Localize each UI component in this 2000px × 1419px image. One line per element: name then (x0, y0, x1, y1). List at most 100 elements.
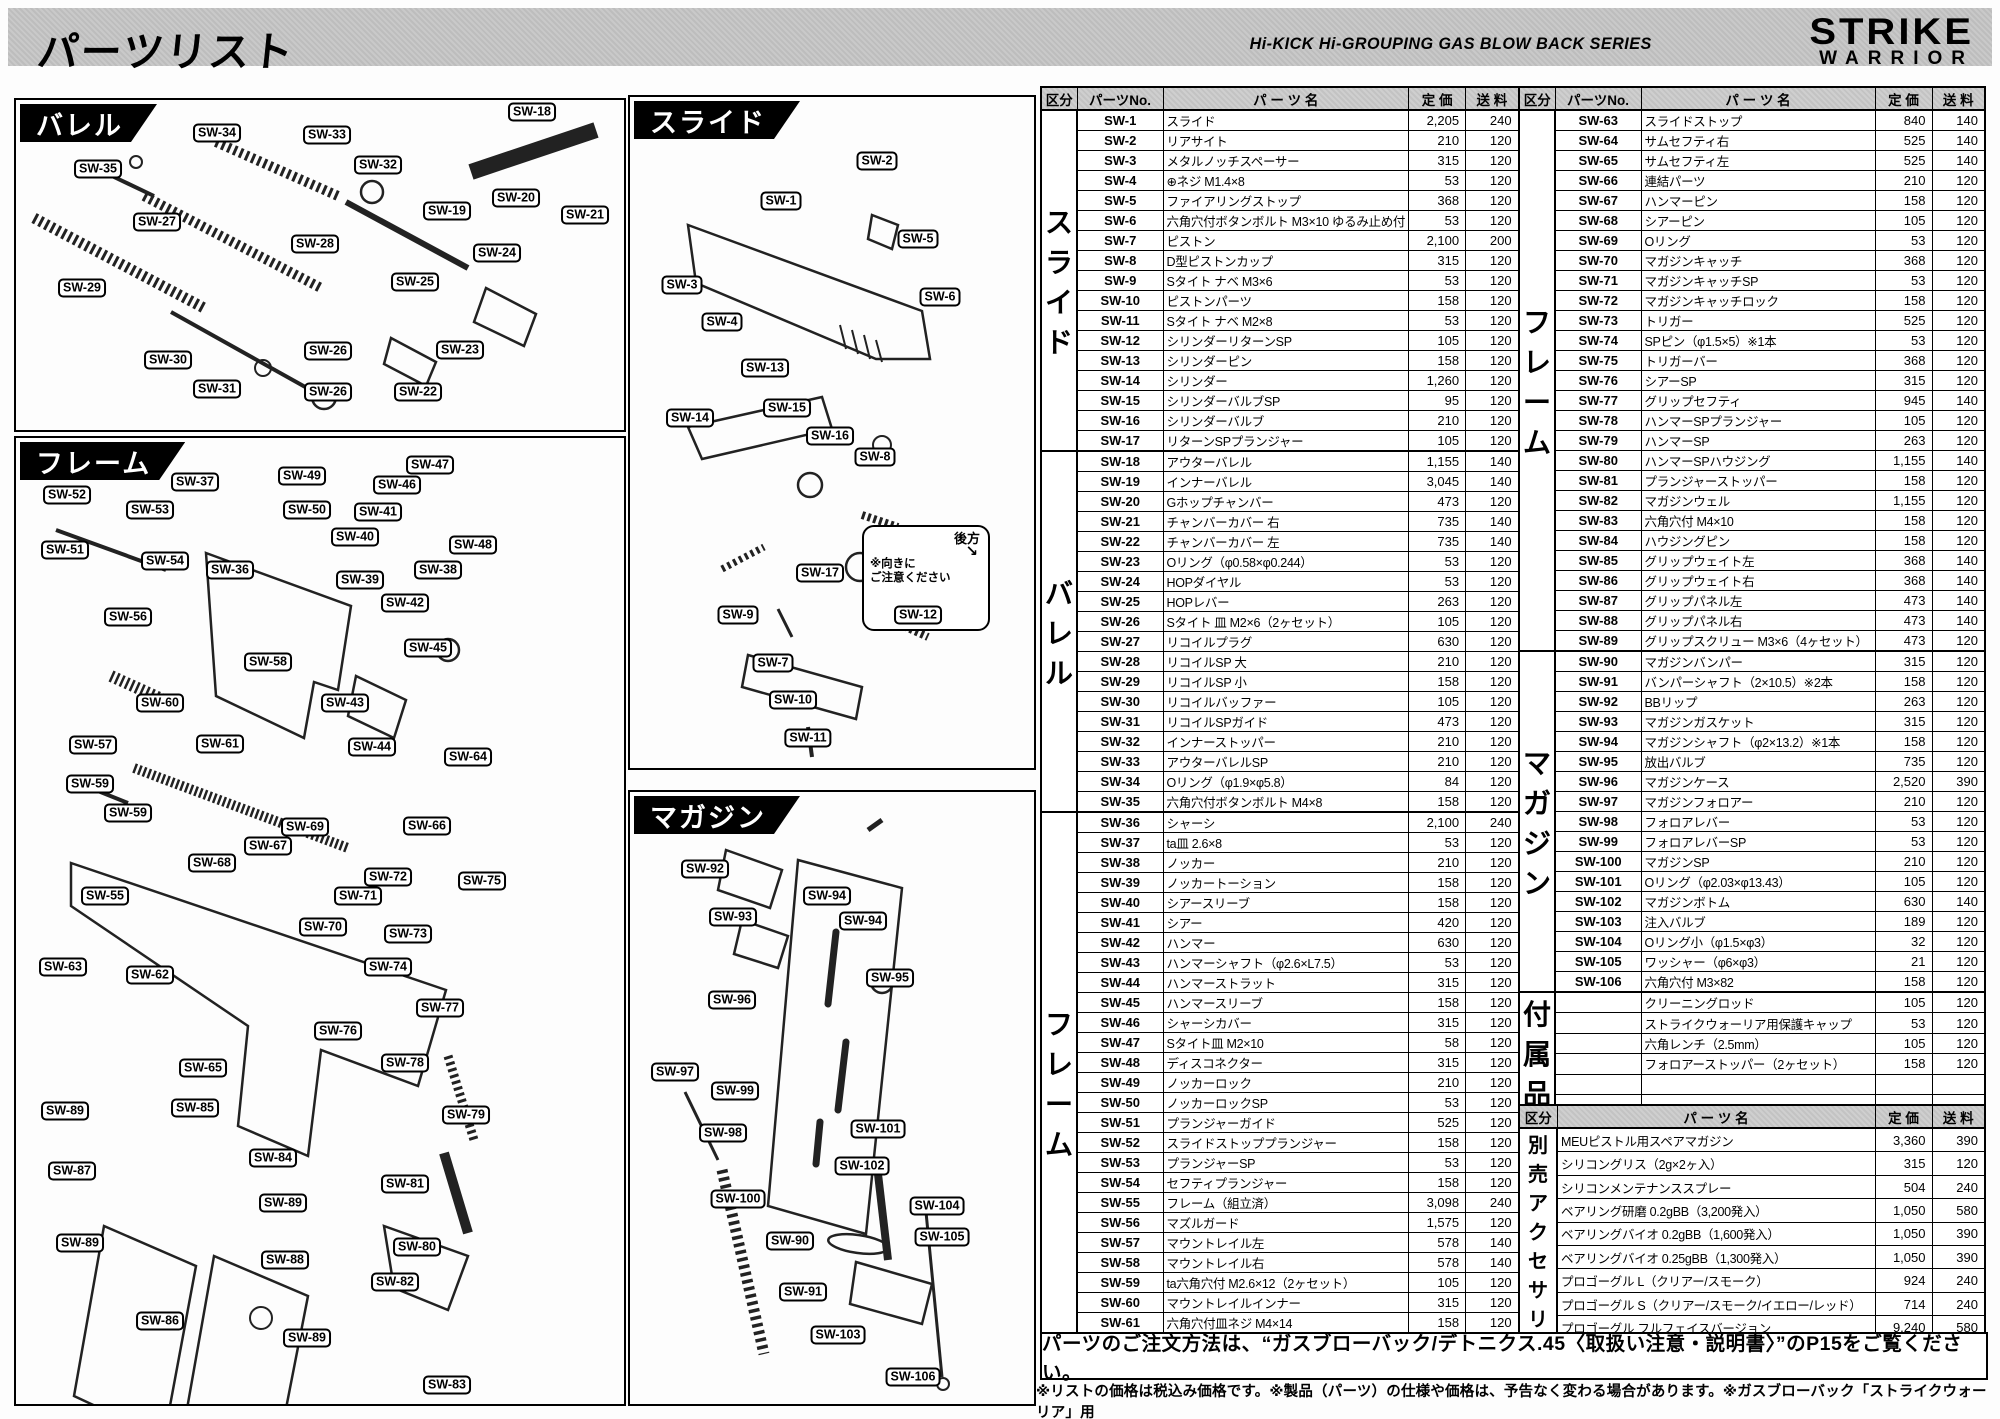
table-row: SW-71 マガジンキャッチSP 53 120 (1519, 270, 1986, 291)
cell-pr: 158 (1408, 892, 1467, 913)
table-row: SW-21 チャンバーカバー 右 735 140 (1041, 511, 1520, 532)
cell-nm: バンパーシャフト（2×10.5）※2本 (1640, 671, 1876, 692)
cell-pr: 840 (1874, 109, 1933, 131)
part-label-sw-84: SW-84 (249, 1148, 297, 1168)
cell-sh: 140 (1465, 511, 1520, 532)
cell-pr: 53 (1408, 270, 1467, 291)
cell-sh: 120 (1931, 310, 1986, 331)
cell-nm: ノッカー (1162, 852, 1410, 873)
magazine-diagram-panel: マガジン (628, 790, 1036, 1406)
table-row: SW-20 Gホップチャンバー 473 120 (1041, 491, 1520, 512)
part-label-sw-98: SW-98 (699, 1123, 747, 1143)
table-row: SW-49 ノッカーロック 210 120 (1041, 1072, 1520, 1093)
cell-sh: 240 (1465, 811, 1520, 833)
cell-pr: 158 (1408, 791, 1467, 813)
cell-nm: シリンダーピン (1162, 350, 1410, 371)
cell-no: SW-60 (1076, 1292, 1164, 1313)
table-row: SW-35 六角穴付ボタンボルト M4×8 158 120 (1041, 791, 1520, 813)
cell-no: SW-24 (1076, 571, 1164, 592)
cell-nm: グリップウェイト左 (1640, 550, 1876, 571)
cell-sh: 120 (1465, 1172, 1520, 1193)
cell-no: SW-4 (1076, 170, 1164, 191)
column-header-kubun: 区分 (1518, 86, 1556, 111)
part-label-sw-9: SW-9 (717, 605, 759, 625)
table-row: SW-29 リコイルSP 小 158 120 (1041, 671, 1520, 692)
table-row: SW-27 リコイルプラグ 630 120 (1041, 631, 1520, 652)
table-row: SW-11 Sタイト ナベ M2×8 53 120 (1041, 310, 1520, 331)
cell-nm: MEUピストル用スペアマガジン (1556, 1127, 1876, 1153)
table-row: SW-79 ハンマーSP 263 120 (1519, 430, 1986, 451)
page-title: パーツリスト (35, 29, 298, 75)
cell-pr: 735 (1408, 511, 1467, 532)
cell-sh: 120 (1931, 210, 1986, 231)
cell-nm: プロゴーグル S（クリアー/スモーク/イエロー/レッド） (1556, 1291, 1876, 1317)
part-label-sw-36: SW-36 (206, 560, 254, 580)
cell-nm: マガジンSP (1640, 851, 1876, 872)
column-header-no: パーツNo. (1554, 86, 1642, 111)
table-row: SW-17 リターンSPプランジャー 105 120 (1041, 430, 1520, 452)
cell-no: SW-97 (1554, 791, 1642, 812)
cell-no: SW-52 (1076, 1132, 1164, 1153)
cell-nm: リターンSPプランジャー (1162, 430, 1410, 452)
part-label-sw-51: SW-51 (41, 540, 89, 560)
cell-pr: 525 (1874, 130, 1933, 151)
part-label-sw-95: SW-95 (866, 968, 914, 988)
table-row: SW-8 D型ピストンカップ 315 120 (1041, 250, 1520, 271)
part-label-sw-50: SW-50 (283, 500, 331, 520)
cell-pr: 53 (1408, 1152, 1467, 1173)
table-row: SW-23 Oリング（φ0.58×φ0.244） 53 120 (1041, 551, 1520, 572)
table-row: SW-64 サムセフティ右 525 140 (1519, 130, 1986, 151)
cell-no: SW-95 (1554, 751, 1642, 772)
cell-no: SW-100 (1554, 851, 1642, 872)
cell-sh (1931, 1073, 1986, 1095)
cell-sh: 120 (1465, 591, 1520, 612)
cell-sh: 120 (1931, 530, 1986, 551)
cell-sh: 240 (1931, 1268, 1986, 1293)
cell-pr: 53 (1408, 210, 1467, 231)
table-row: SW-13 シリンダーピン 158 120 (1041, 350, 1520, 371)
cell-nm: スライドストッププランジャー (1162, 1132, 1410, 1153)
part-label-sw-106: SW-106 (885, 1367, 941, 1387)
cell-nm: フォロアーストッパー（2ヶセット） (1640, 1053, 1876, 1075)
cell-nm: インナーバレル (1162, 471, 1410, 492)
cell-pr: 263 (1408, 591, 1467, 612)
table-row: SW-87 グリップパネル左 473 140 (1519, 590, 1986, 611)
cell-pr: 210 (1408, 852, 1467, 873)
cell-pr: 1,050 (1874, 1221, 1933, 1247)
cell-nm: リコイルSP 小 (1162, 671, 1410, 692)
cell-nm: リアサイト (1162, 130, 1410, 151)
cell-no: SW-26 (1076, 611, 1164, 632)
cell-pr: 53 (1874, 1012, 1933, 1034)
callout-text-line1: ※向きに (870, 558, 916, 570)
cell-pr: 735 (1408, 531, 1467, 552)
table-row: SW-30 リコイルバッファー 105 120 (1041, 691, 1520, 712)
cell-no: SW-104 (1554, 931, 1642, 952)
part-label-sw-68: SW-68 (188, 853, 236, 873)
right-table: 区分 パーツNo. パ ー ツ 名定 価送 料フレーム SW-63 スライドストップ 84… (1518, 86, 1986, 1115)
cell-no: SW-49 (1076, 1072, 1164, 1093)
table-row: マガジン SW-90 マガジンバンパー 315 120 (1518, 650, 1986, 993)
cell-nm: シリンダー (1162, 370, 1410, 391)
table-row: SW-25 HOPレバー 263 120 (1041, 591, 1520, 612)
cell-pr: 53 (1408, 310, 1467, 331)
cell-sh: 120 (1465, 711, 1520, 732)
cell-pr: 263 (1874, 430, 1933, 451)
part-label-sw-20: SW-20 (492, 188, 540, 208)
magazine-diagram-art (683, 817, 950, 1391)
table-row: SW-85 グリップウェイト左 368 140 (1519, 550, 1986, 571)
cell-sh: 120 (1465, 1052, 1520, 1073)
cell-nm: マガジンウェル (1640, 490, 1876, 511)
cell-nm: ストライクウォーリア用保護キャップ (1640, 1012, 1876, 1034)
cell-nm: シリンダーバルブSP (1162, 390, 1410, 411)
cell-sh: 140 (1931, 150, 1986, 171)
part-label-sw-53: SW-53 (126, 500, 174, 520)
column-header-name: パ ー ツ 名 (1556, 1104, 1876, 1129)
part-label-sw-83: SW-83 (423, 1375, 471, 1395)
cell-nm: サムセフティ左 (1640, 150, 1876, 171)
cell-sh: 120 (1465, 250, 1520, 271)
brand-logo-strike: STRIKE (1809, 11, 1974, 53)
cell-pr: 315 (1408, 250, 1467, 271)
column-header-kubun: 区分 (1518, 1104, 1558, 1129)
cell-pr: 924 (1874, 1268, 1933, 1293)
cell-no: SW-57 (1076, 1232, 1164, 1253)
